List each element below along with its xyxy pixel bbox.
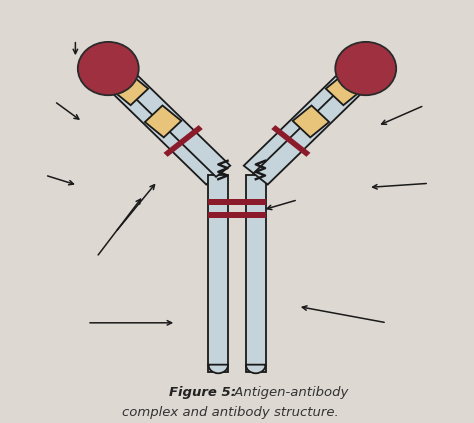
Polygon shape: [145, 105, 181, 137]
Polygon shape: [326, 73, 362, 105]
Polygon shape: [271, 125, 310, 157]
Circle shape: [78, 42, 139, 95]
Polygon shape: [244, 68, 358, 177]
Bar: [209, 175, 228, 372]
Bar: [246, 175, 265, 372]
Polygon shape: [106, 76, 220, 184]
Polygon shape: [112, 73, 148, 105]
Text: Figure 5:: Figure 5:: [169, 387, 236, 399]
Polygon shape: [164, 125, 203, 157]
Polygon shape: [293, 105, 329, 137]
Text: complex and antibody structure.: complex and antibody structure.: [122, 406, 338, 419]
Polygon shape: [254, 76, 368, 184]
Polygon shape: [116, 68, 230, 177]
Text: Antigen-antibody: Antigen-antibody: [230, 387, 348, 399]
Wedge shape: [209, 365, 228, 373]
Circle shape: [335, 42, 396, 95]
Bar: [209, 212, 265, 218]
Wedge shape: [246, 365, 265, 373]
Bar: [209, 199, 265, 205]
